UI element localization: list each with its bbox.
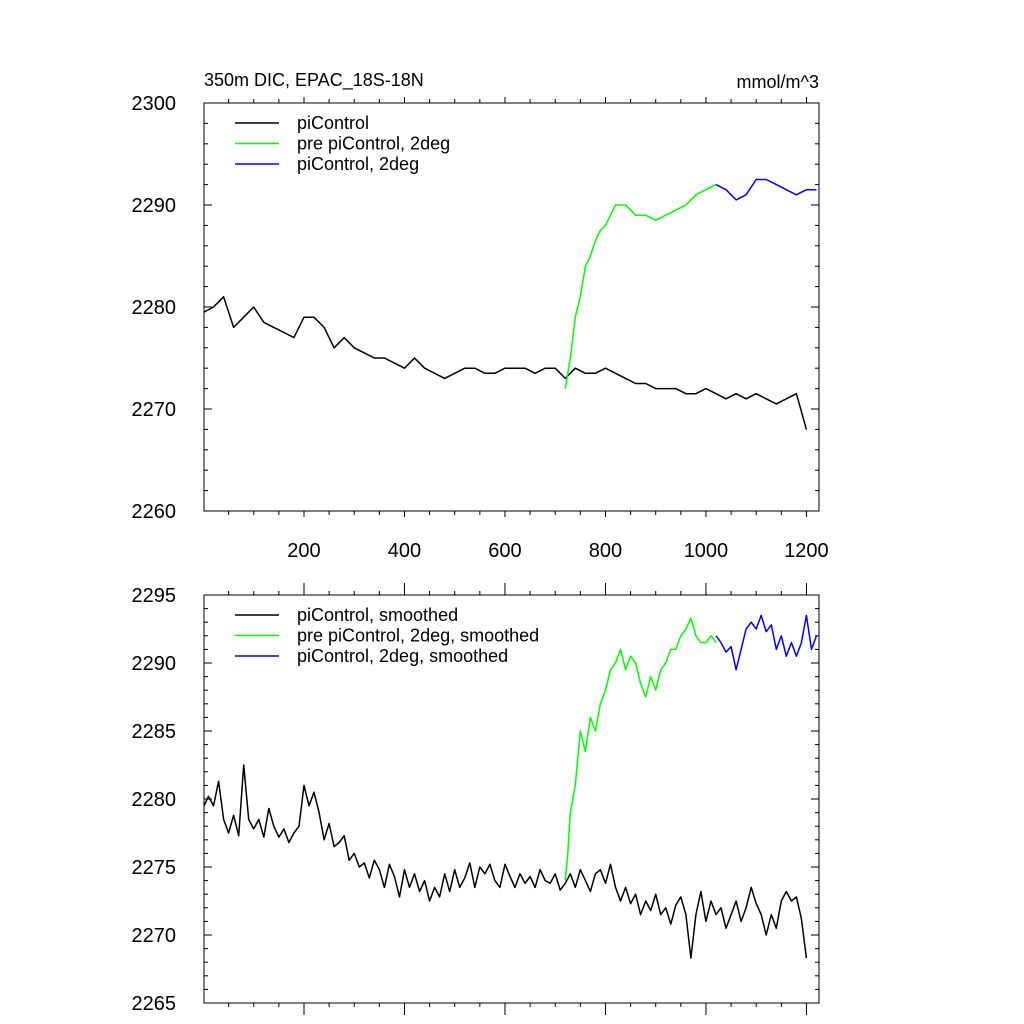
x-tick-label: 600 [488, 540, 521, 562]
y-tick-label: 2280 [132, 789, 177, 811]
y-tick-label: 2265 [132, 993, 177, 1015]
y-tick-label: 2270 [132, 925, 177, 947]
x-tick-label: 200 [287, 540, 320, 562]
legend-label: piControl, 2deg, smoothed [297, 646, 508, 666]
legend-label: piControl, smoothed [297, 605, 458, 625]
y-tick-label: 2280 [132, 297, 177, 319]
series-line-picontrol-2deg [715, 178, 817, 201]
units-label: mmol/m^3 [737, 72, 819, 92]
legend-label: pre piControl, 2deg [297, 134, 450, 154]
y-tick-label: 2290 [132, 195, 177, 217]
series-line-picontrol [203, 296, 808, 430]
x-tick-label: 1200 [784, 540, 829, 562]
series-line-picontrol-2deg-smoothed [715, 614, 818, 671]
series-line-picontrol-smoothed [203, 764, 808, 959]
series-line-pre-picontrol-2deg-smoothed [564, 617, 717, 881]
y-tick-label: 2260 [132, 501, 177, 523]
chart-title: 350m DIC, EPAC_18S-18N [204, 70, 424, 91]
legend-label: pre piControl, 2deg, smoothed [297, 626, 539, 646]
x-tick-label: 400 [388, 540, 421, 562]
y-tick-label: 2270 [132, 399, 177, 421]
x-tick-label: 1000 [684, 540, 729, 562]
top-panel: 350m DIC, EPAC_18S-18N mmol/m^3 2260 2270… [132, 70, 829, 562]
bottom-panel: 2265 2270 2275 2280 2285 2290 2295 piControl, s… [132, 583, 820, 1015]
legend-label: piControl [297, 113, 369, 133]
x-tick-label: 800 [589, 540, 622, 562]
y-tick-label: 2275 [132, 857, 177, 879]
y-tick-label: 2285 [132, 721, 177, 743]
legend-label: piControl, 2deg [297, 154, 419, 174]
y-tick-label: 2295 [132, 585, 177, 607]
y-tick-label: 2300 [132, 93, 177, 115]
y-tick-label: 2290 [132, 653, 177, 675]
series-line-pre-picontrol-2deg [564, 183, 717, 389]
